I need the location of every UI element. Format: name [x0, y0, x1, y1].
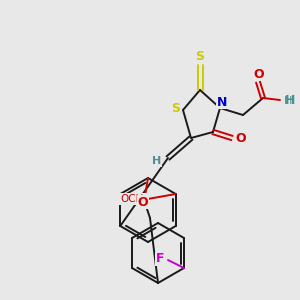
Text: O: O: [138, 196, 148, 208]
Text: F: F: [156, 253, 164, 266]
Text: O: O: [236, 133, 246, 146]
Text: S: S: [196, 50, 205, 62]
Text: H: H: [285, 94, 295, 107]
Text: O: O: [254, 68, 264, 80]
Text: N: N: [217, 95, 227, 109]
Text: S: S: [172, 101, 181, 115]
Text: H: H: [152, 156, 162, 166]
Text: OCH₃: OCH₃: [120, 194, 148, 204]
Text: H: H: [284, 96, 292, 106]
